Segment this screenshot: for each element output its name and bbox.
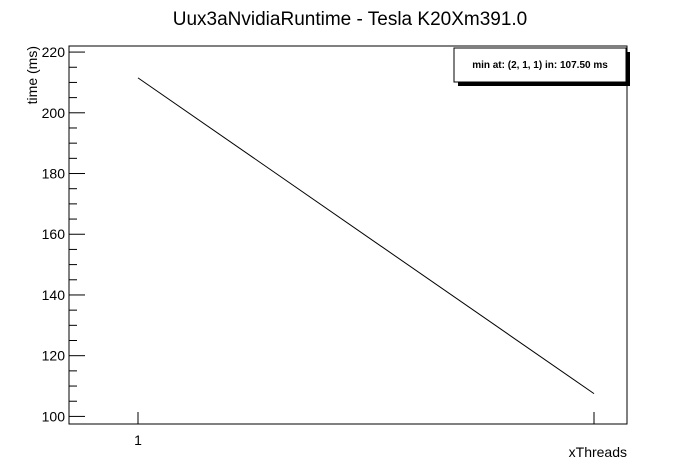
y-axis: 100 120 140 160 180 200 220 — [42, 44, 85, 424]
y-tick-label: 140 — [42, 287, 66, 303]
y-tick-label: 120 — [42, 348, 66, 364]
y-tick-label: 100 — [42, 408, 66, 424]
y-tick-label: 160 — [42, 226, 66, 242]
x-axis: 1 — [134, 412, 595, 448]
y-axis-label: time (ms) — [24, 46, 40, 104]
x-tick-label: 1 — [134, 432, 142, 448]
series-line — [137, 77, 595, 395]
y-tick-label: 180 — [42, 166, 66, 182]
plot-frame — [68, 45, 628, 425]
chart-title: Uux3aNvidiaRuntime - Tesla K20Xm391.0 — [173, 9, 528, 30]
x-axis-label: xThreads — [569, 444, 627, 460]
legend-box: min at: (2, 1, 1) in: 107.50 ms — [453, 47, 630, 86]
legend-background — [453, 47, 627, 83]
series-layer — [137, 77, 595, 395]
min-annotation: min at: (2, 1, 1) in: 107.50 ms — [472, 60, 608, 71]
y-tick-label: 200 — [42, 105, 66, 121]
y-tick-label: 220 — [42, 44, 66, 60]
